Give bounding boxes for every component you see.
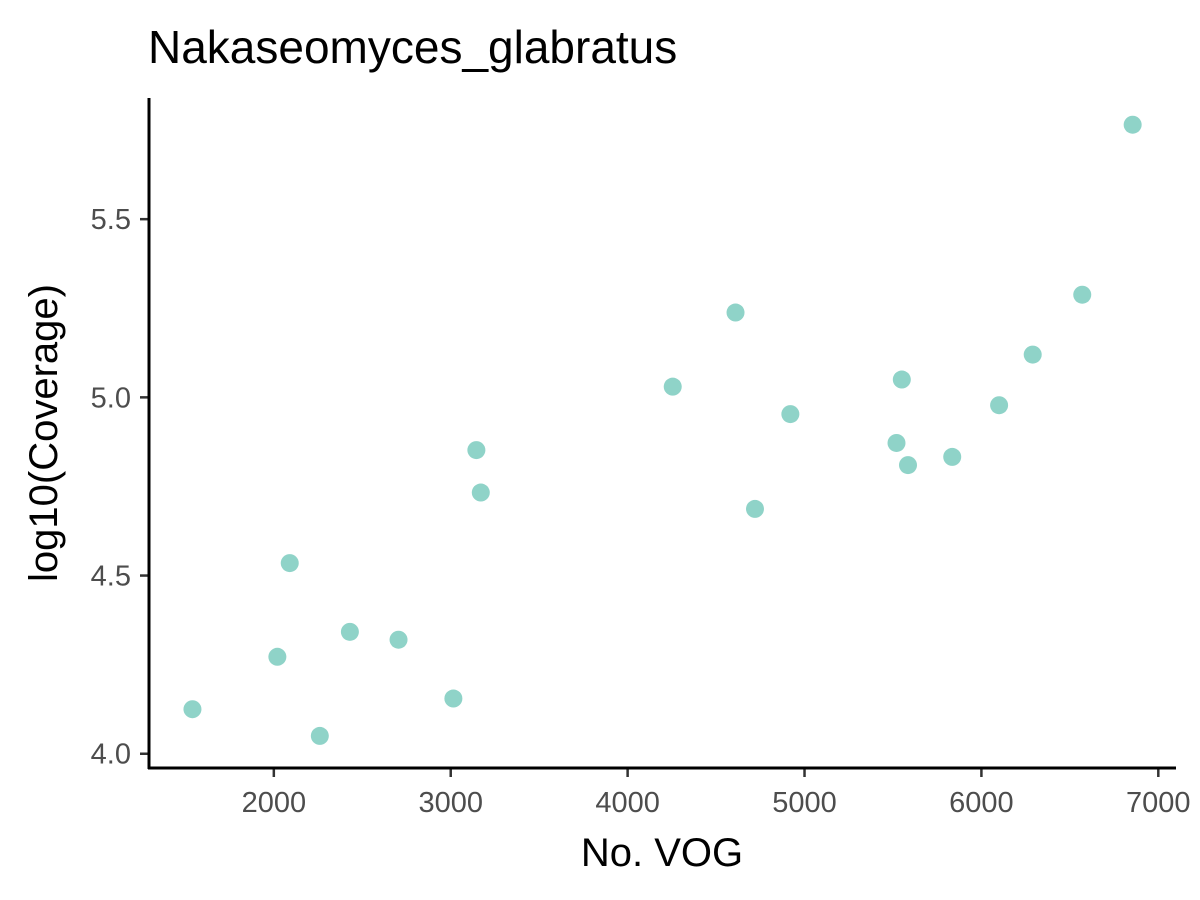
x-axis-ticks: 2000 3000 4000 5000 6000 7000 [242, 768, 1191, 819]
y-axis-ticks: 4.0 4.5 5.0 5.5 [91, 204, 149, 771]
data-points [183, 115, 1142, 745]
data-point [444, 689, 463, 708]
data-point [1123, 115, 1142, 134]
data-point [389, 630, 408, 649]
x-tick-label: 7000 [1126, 787, 1191, 819]
x-tick-label: 2000 [242, 787, 307, 819]
data-point [892, 370, 911, 389]
data-point [183, 700, 202, 719]
data-point [467, 441, 486, 460]
x-tick-label: 6000 [949, 787, 1014, 819]
data-point [887, 433, 906, 452]
y-axis-title: log10(Coverage) [22, 284, 66, 582]
data-point [899, 456, 918, 475]
data-point [1073, 285, 1092, 304]
data-point [340, 622, 359, 641]
data-point [943, 447, 962, 466]
data-point [745, 499, 764, 518]
data-point [280, 554, 299, 573]
y-tick-label: 5.0 [91, 382, 131, 414]
data-point [310, 726, 329, 745]
x-tick-label: 4000 [595, 787, 660, 819]
data-point [1023, 345, 1042, 364]
data-point [268, 647, 287, 666]
x-tick-label: 5000 [772, 787, 837, 819]
y-tick-label: 4.5 [91, 561, 131, 593]
y-tick-label: 4.0 [91, 739, 131, 771]
x-axis-title: No. VOG [581, 831, 743, 875]
data-point [990, 396, 1009, 415]
chart-title: Nakaseomyces_glabratus [148, 21, 677, 73]
data-point [726, 303, 745, 322]
data-point [663, 377, 682, 396]
data-point [781, 405, 800, 424]
y-tick-label: 5.5 [91, 204, 131, 236]
x-tick-label: 3000 [418, 787, 483, 819]
data-point [471, 483, 490, 502]
